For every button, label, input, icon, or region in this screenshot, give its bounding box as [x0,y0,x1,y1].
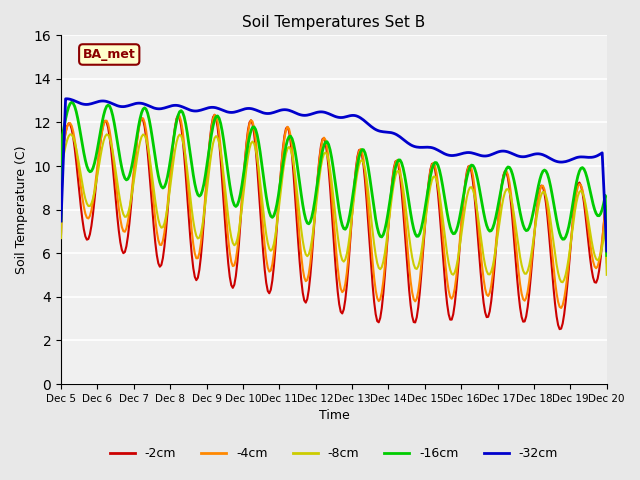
Title: Soil Temperatures Set B: Soil Temperatures Set B [243,15,426,30]
Y-axis label: Soil Temperature (C): Soil Temperature (C) [15,145,28,274]
X-axis label: Time: Time [319,409,349,422]
Legend: -2cm, -4cm, -8cm, -16cm, -32cm: -2cm, -4cm, -8cm, -16cm, -32cm [105,442,563,465]
Text: BA_met: BA_met [83,48,136,61]
